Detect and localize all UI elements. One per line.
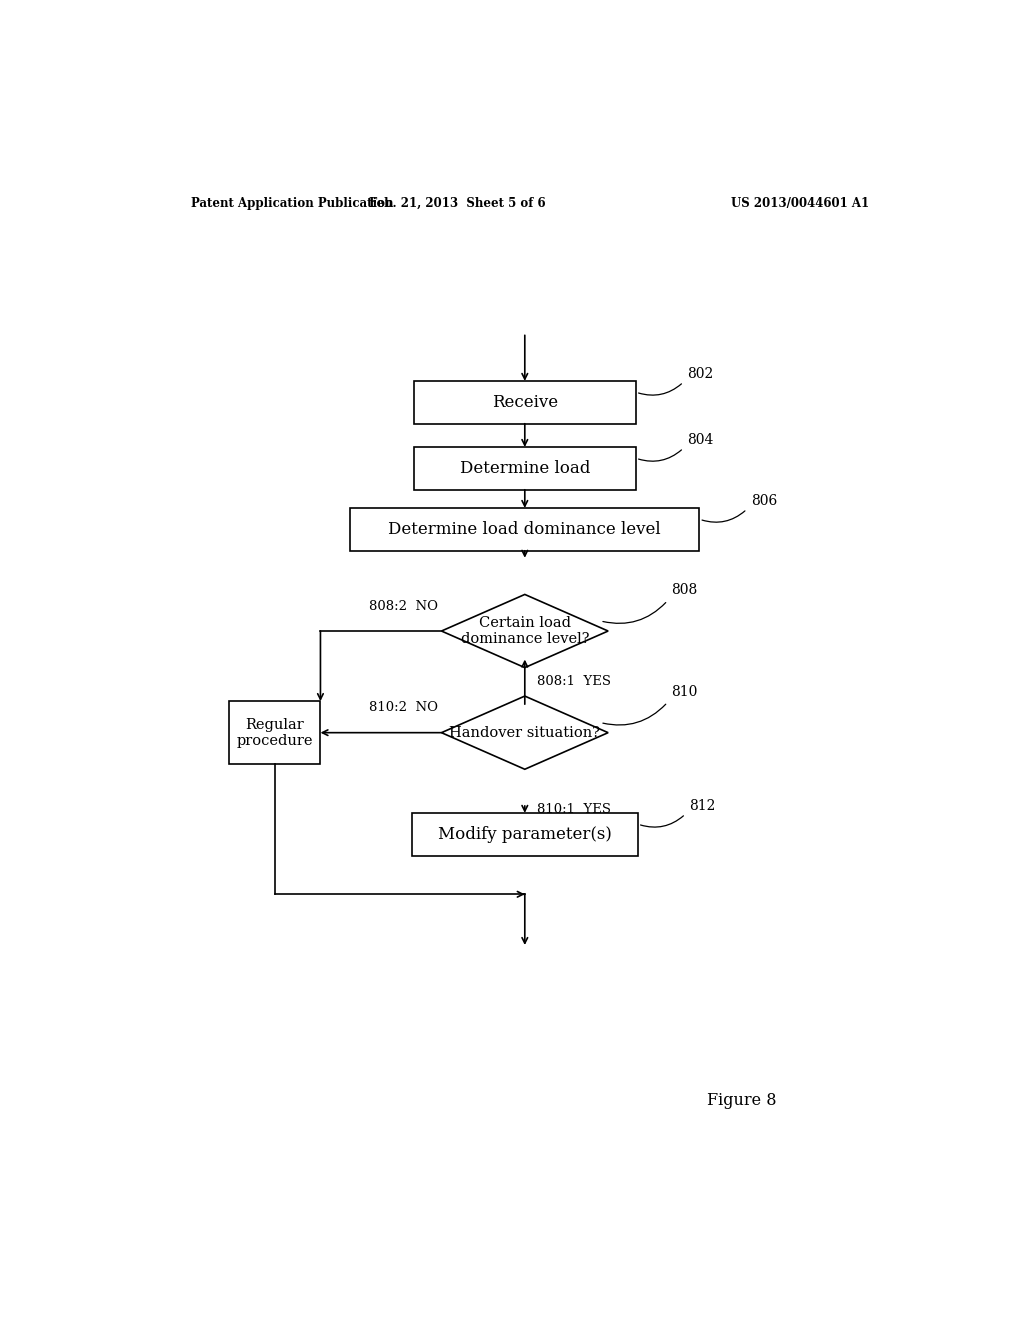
- Bar: [229, 701, 321, 764]
- Polygon shape: [441, 696, 608, 770]
- Bar: [414, 381, 636, 424]
- Text: 810:2  NO: 810:2 NO: [369, 701, 437, 714]
- Text: 808: 808: [672, 583, 698, 598]
- Bar: [412, 813, 638, 855]
- Text: Handover situation?: Handover situation?: [450, 726, 600, 739]
- Text: 810:1  YES: 810:1 YES: [537, 803, 610, 816]
- Text: Receive: Receive: [492, 393, 558, 411]
- Text: Determine load dominance level: Determine load dominance level: [388, 521, 662, 537]
- Text: 810: 810: [672, 685, 698, 700]
- Polygon shape: [441, 594, 608, 668]
- Text: 804: 804: [687, 433, 714, 447]
- Text: 802: 802: [687, 367, 714, 381]
- Bar: [350, 508, 699, 550]
- Text: 812: 812: [689, 799, 716, 813]
- Text: Modify parameter(s): Modify parameter(s): [438, 826, 611, 842]
- Text: Determine load: Determine load: [460, 459, 590, 477]
- Text: Feb. 21, 2013  Sheet 5 of 6: Feb. 21, 2013 Sheet 5 of 6: [369, 197, 546, 210]
- Text: Regular
procedure: Regular procedure: [237, 718, 313, 747]
- Text: 806: 806: [751, 494, 777, 508]
- Text: Figure 8: Figure 8: [708, 1092, 777, 1109]
- Text: Certain load
dominance level?: Certain load dominance level?: [461, 616, 589, 645]
- Text: US 2013/0044601 A1: US 2013/0044601 A1: [731, 197, 869, 210]
- Text: 808:1  YES: 808:1 YES: [537, 676, 610, 688]
- Text: 808:2  NO: 808:2 NO: [369, 599, 437, 612]
- Bar: [414, 447, 636, 490]
- Text: Patent Application Publication: Patent Application Publication: [191, 197, 394, 210]
